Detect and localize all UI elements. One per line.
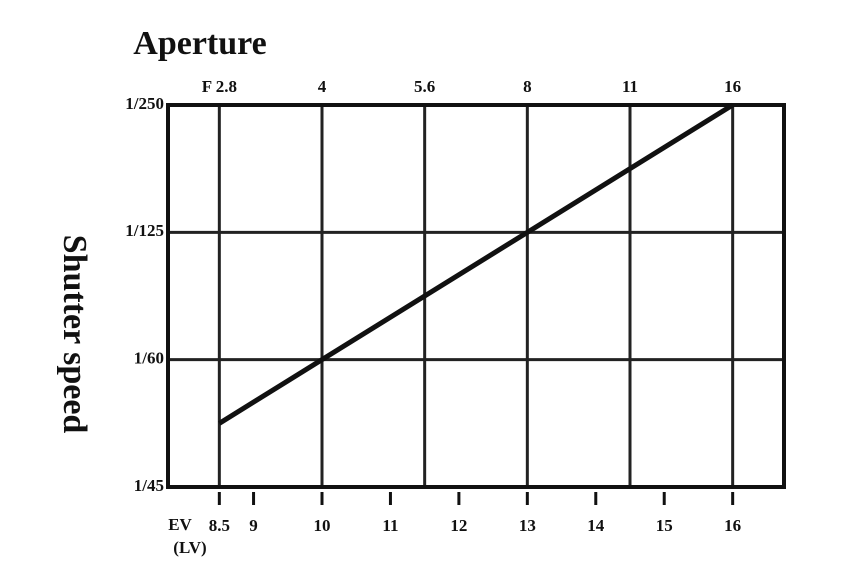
chart-title: Aperture	[133, 25, 266, 62]
y-tick-label: 1/250	[125, 94, 164, 113]
x-tick-label: 13	[519, 516, 536, 535]
data-line	[218, 102, 734, 426]
x-axis-note: (LV)	[173, 538, 206, 557]
x2-tick-label: 8	[523, 77, 532, 96]
plot-frame	[166, 103, 786, 489]
x2-tick-label: 11	[622, 77, 638, 96]
y-axis-label: Shutter speed	[56, 235, 93, 434]
x2-tick-label: 5.6	[414, 77, 435, 96]
x2-tick-label: F 2.8	[202, 77, 237, 96]
x-tick-label: 16	[724, 516, 741, 535]
x-tick-label: 8.5	[209, 516, 230, 535]
x-axis-label: EV	[168, 515, 192, 534]
x2-tick-label: 4	[318, 77, 327, 96]
y-tick-label: 1/125	[125, 221, 164, 240]
x-tick-label: 10	[314, 516, 331, 535]
x-tick-label: 9	[249, 516, 258, 535]
x-tick-label: 12	[450, 516, 467, 535]
x-tick-label: 14	[587, 516, 605, 535]
y-tick-label: 1/45	[134, 476, 164, 495]
y-tick-label: 1/60	[134, 349, 164, 368]
x-tick-label: 15	[656, 516, 673, 535]
x-tick-label: 11	[382, 516, 398, 535]
x2-tick-label: 16	[724, 77, 741, 96]
